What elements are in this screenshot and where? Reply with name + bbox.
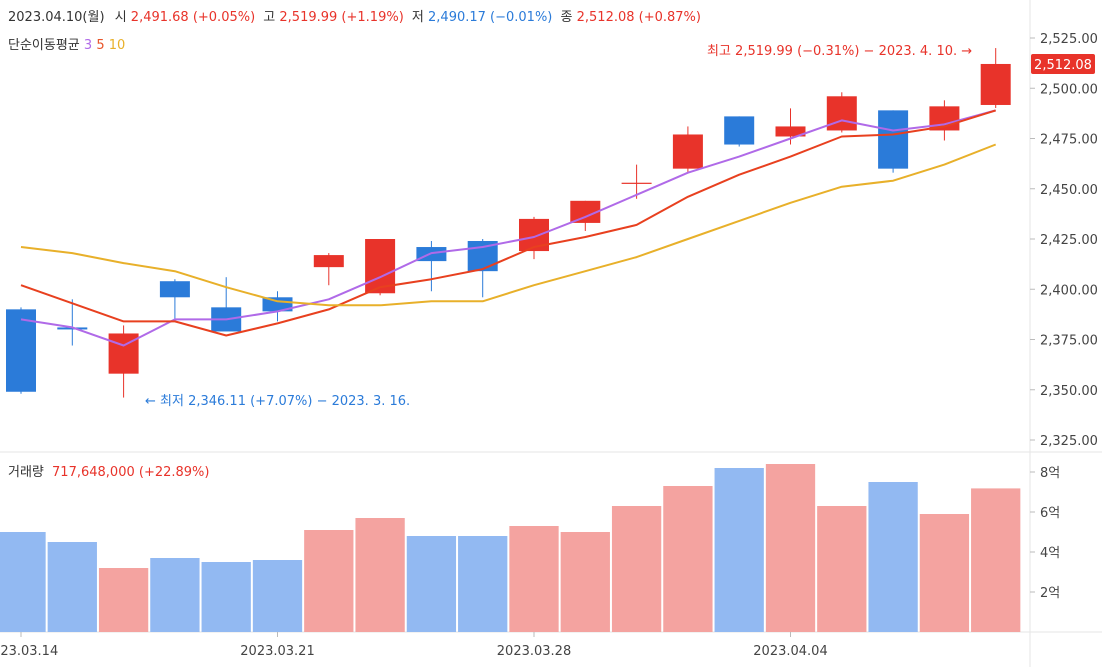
price-tick-label: 2,475.00 xyxy=(1040,133,1098,148)
candle-body xyxy=(159,281,190,298)
ma-legend-label: 단순이동평균 xyxy=(8,38,80,53)
x-tick-label: 2023.03.28 xyxy=(497,644,571,659)
candle-body xyxy=(570,200,601,223)
volume-bar xyxy=(919,514,970,632)
high-annotation: 최고 2,519.99 (−0.31%) − 2023. 4. 10. → xyxy=(707,44,973,59)
x-tick-label: 2023.04.04 xyxy=(753,644,827,659)
volume-bar xyxy=(560,532,610,632)
volume-bar xyxy=(150,558,200,632)
volume-bar xyxy=(47,542,97,632)
volume-bar xyxy=(663,486,713,632)
volume-bar xyxy=(765,464,816,632)
ma-legend-3: 3 xyxy=(83,38,93,53)
candles xyxy=(6,48,1011,398)
candle-body xyxy=(313,255,344,268)
volume-bar xyxy=(868,482,918,632)
axes: 2,525.00 2,500.00 2,475.00 2,450.00 2,425.00… xyxy=(0,32,1098,659)
high-label: 고 xyxy=(263,10,276,25)
candle-body xyxy=(621,182,652,184)
price-tick-label: 2,400.00 xyxy=(1040,283,1098,298)
candle-body xyxy=(262,297,293,312)
ma-legend-5: 5 xyxy=(96,38,105,53)
volume-bar xyxy=(509,526,559,632)
volume-bar xyxy=(817,506,867,632)
volume-bar xyxy=(611,506,662,632)
ma-line-5 xyxy=(20,109,996,337)
volume-bar xyxy=(458,536,508,632)
low-value: 2,490.17 (−0.01%) xyxy=(428,10,553,25)
candle-body xyxy=(980,63,1011,105)
volume-bar xyxy=(98,568,149,632)
volume-label: 거래량 xyxy=(8,465,44,480)
ma-line-3 xyxy=(20,109,996,347)
price-tick-label: 2,325.00 xyxy=(1040,434,1098,449)
ma-legend-10: 10 xyxy=(108,38,126,53)
last-price-box xyxy=(1031,53,1095,74)
last-price-label: 2,512.08 xyxy=(1034,58,1092,73)
low-label: 저 xyxy=(411,10,424,25)
open-value: 2,491.68 (+0.05%) xyxy=(130,10,256,25)
volume-tick-label: 6억 xyxy=(1040,506,1060,521)
candle-body xyxy=(826,96,857,131)
volume-bar xyxy=(971,488,1021,632)
x-tick-label: 2023.03.14 xyxy=(0,644,58,659)
ma-legend[interactable]: 단순이동평균 3 5 10 xyxy=(8,34,125,53)
price-tick-label: 2,350.00 xyxy=(1040,384,1098,399)
close-value: 2,512.08 (+0.87%) xyxy=(576,10,701,25)
moving-average-lines xyxy=(20,109,997,347)
candle-body xyxy=(365,239,396,294)
close-label: 종 xyxy=(560,10,573,25)
volume-bar xyxy=(304,530,354,632)
price-tick-label: 2,425.00 xyxy=(1040,233,1098,248)
volume-value: 717,648,000 (+22.89%) xyxy=(52,465,210,480)
volume-bar xyxy=(252,560,303,632)
ohlc-header: 2023.04.10(월) 시 2,491.68 (+0.05%) 고 2,51… xyxy=(8,6,701,25)
volume-bar xyxy=(406,536,457,632)
price-tick-label: 2,525.00 xyxy=(1040,32,1098,47)
ma-line-10 xyxy=(20,143,997,307)
candle-body xyxy=(775,126,806,137)
candle-body xyxy=(878,110,909,169)
price-tick-label: 2,375.00 xyxy=(1040,334,1098,349)
volume-bar xyxy=(0,532,46,632)
low-annotation: ← 최저 2,346.11 (+7.07%) − 2023. 3. 16. xyxy=(145,394,411,409)
volume-header: 거래량 717,648,000 (+22.89%) xyxy=(8,461,209,480)
price-tick-label: 2,450.00 xyxy=(1040,183,1098,198)
high-value: 2,519.99 (+1.19%) xyxy=(279,10,404,25)
open-label: 시 xyxy=(114,10,127,25)
volume-bar xyxy=(201,562,251,632)
volume-tick-label: 4억 xyxy=(1040,546,1060,561)
last-price-marker: 2,512.08 xyxy=(1031,53,1095,74)
header-date: 2023.04.10(월) xyxy=(8,10,105,25)
candle-body xyxy=(672,134,703,169)
candle-body xyxy=(6,309,36,392)
price-tick-label: 2,500.00 xyxy=(1040,82,1098,97)
x-tick-label: 2023.03.21 xyxy=(240,644,314,659)
candle-body xyxy=(724,116,755,145)
volume-bar xyxy=(355,518,405,632)
volume-tick-label: 8억 xyxy=(1040,466,1060,481)
volume-tick-label: 2억 xyxy=(1040,586,1060,601)
volume-bars xyxy=(0,464,1021,632)
volume-bar xyxy=(714,468,764,632)
